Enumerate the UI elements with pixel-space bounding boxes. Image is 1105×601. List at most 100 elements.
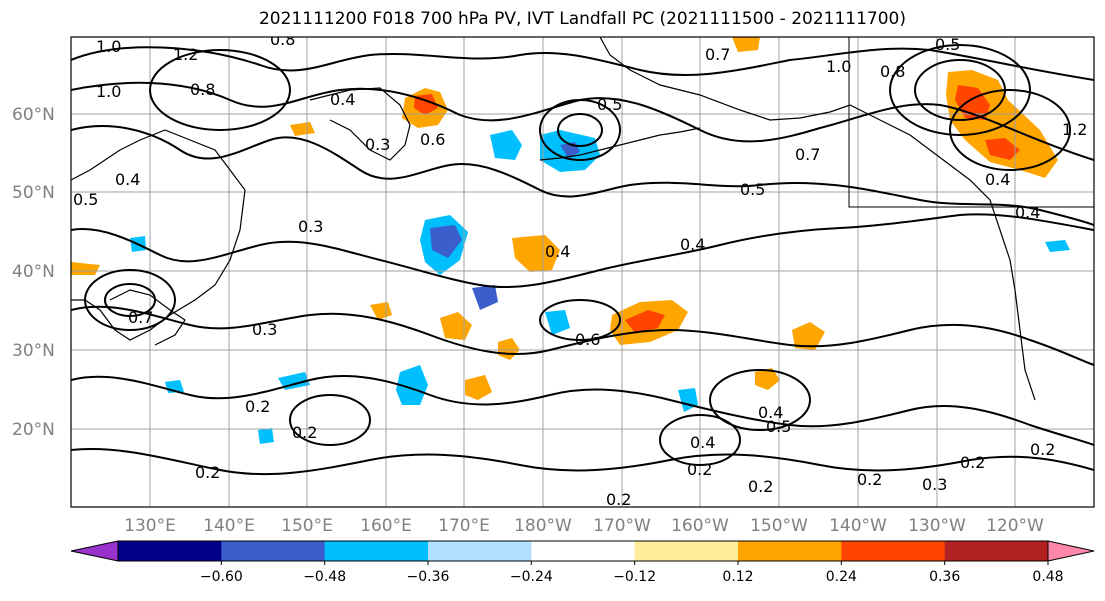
- colorbar-extend-low: [70, 540, 119, 562]
- lon-label: 120°W: [986, 516, 1044, 536]
- colorbar-tick-label: −0.12: [613, 569, 656, 585]
- lon-label: 130°W: [908, 516, 966, 536]
- colorbar-border: [117, 540, 1049, 562]
- shading-positive-bc-inner: [955, 85, 1020, 160]
- coastlines: [71, 37, 1036, 401]
- pc-shading: [71, 37, 1070, 444]
- shading-positive-patch-3: [792, 322, 825, 350]
- contour-label: 0.3: [298, 217, 323, 236]
- lon-label: 160°E: [360, 516, 412, 536]
- contour-label: 0.7: [128, 308, 153, 327]
- colorbar-segment: [428, 541, 532, 561]
- contour-label: 1.0: [96, 37, 121, 56]
- figure-title: 2021111200 F018 700 hPa PV, IVT Landfall…: [258, 9, 906, 29]
- contour-label: 0.4: [985, 170, 1010, 189]
- lat-axis-labels: 60°N 50°N 40°N 30°N 20°N: [12, 105, 55, 440]
- inset-box: [848, 37, 1094, 208]
- contour-label: 0.4: [115, 170, 140, 189]
- shading-negative-170e-core: [430, 225, 462, 258]
- contour-label: 1.0: [826, 57, 851, 76]
- map-panel: 1.0 1.2 0.8 1.0 0.8 0.4 0.3 0.6 0.5 1.0 …: [71, 30, 1094, 509]
- shading-negative-patch-7: [1045, 240, 1070, 252]
- pv-contours: [71, 44, 1094, 476]
- coast-japan: [109, 289, 186, 346]
- lat-label-30n: 30°N: [12, 341, 55, 361]
- colorbar-tick-label: −0.36: [407, 569, 450, 585]
- contour-label: 0.7: [795, 145, 820, 164]
- lon-label: 180°W: [514, 516, 572, 536]
- contour-label: 0.4: [545, 242, 570, 261]
- colorbar: −0.60 −0.48 −0.36 −0.24 −0.12 0.12 0.24 0.36 0.4…: [70, 540, 1095, 585]
- contour-label: 0.2: [292, 423, 317, 442]
- lon-label: 170°E: [438, 516, 490, 536]
- contour-label: 1.2: [173, 45, 198, 64]
- shading-positive-patch-5: [465, 375, 492, 400]
- shading-positive-patch-4: [755, 368, 780, 390]
- lon-axis-labels: 130°E 140°E 150°E 160°E 170°E 180°W 170°…: [124, 516, 1044, 536]
- lon-label: 160°W: [671, 516, 729, 536]
- shading-positive-165w-core: [625, 310, 665, 333]
- contour-label: 0.3: [252, 320, 277, 339]
- contour-label: 0.2: [606, 490, 631, 509]
- lon-label: 140°E: [203, 516, 255, 536]
- contour-label: 0.2: [245, 397, 270, 416]
- colorbar-segment: [324, 541, 429, 561]
- colorbar-tick-label: 0.36: [929, 569, 960, 585]
- shading-positive-patch-7: [732, 37, 760, 52]
- contour-label: 0.4: [1015, 203, 1040, 222]
- contour-label: 0.2: [748, 477, 773, 496]
- contour-label: 0.3: [365, 135, 390, 154]
- colorbar-segment: [118, 541, 222, 561]
- colorbar-tick-label: −0.24: [510, 569, 553, 585]
- contour-label: 0.5: [766, 417, 791, 436]
- contour-label: 0.2: [687, 460, 712, 479]
- contour-label: 0.8: [270, 30, 295, 49]
- contour-label: 1.2: [1062, 120, 1087, 139]
- colorbar-segment: [944, 541, 1049, 561]
- shading-positive-patch-1: [440, 312, 472, 340]
- lon-label: 170°W: [593, 516, 651, 536]
- colorbar-tick-label: −0.48: [303, 569, 346, 585]
- lat-label-20n: 20°N: [12, 420, 55, 440]
- contour-label: 0.5: [597, 95, 622, 114]
- contour-label: 0.2: [1030, 440, 1055, 459]
- colorbar-segment: [738, 541, 842, 561]
- lon-label: 150°W: [750, 516, 808, 536]
- contour-label: 0.2: [857, 470, 882, 489]
- contour-label: 0.7: [705, 45, 730, 64]
- colorbar-tick-label: 0.12: [722, 569, 753, 585]
- lon-label: 140°W: [829, 516, 887, 536]
- colorbar-segment: [221, 541, 326, 561]
- contour-label: 0.6: [575, 330, 600, 349]
- contour-label: 0.5: [935, 35, 960, 54]
- contour-label: 0.2: [960, 453, 985, 472]
- shading-negative-patch-1: [396, 365, 428, 405]
- coast-alaska: [599, 37, 1036, 401]
- contour-label: 0.4: [330, 90, 355, 109]
- coast-aleutians: [539, 127, 701, 161]
- shading-negative-patch-4: [678, 388, 698, 412]
- contour-labels: 1.0 1.2 0.8 1.0 0.8 0.4 0.3 0.6 0.5 1.0 …: [73, 30, 1087, 509]
- contour-label: 0.8: [880, 62, 905, 81]
- lat-lon-grid: [71, 37, 1094, 507]
- colorbar-tick-label: −0.60: [200, 569, 243, 585]
- lon-label: 150°E: [281, 516, 333, 536]
- shading-negative-patch-6: [258, 428, 274, 444]
- contour-label: 0.4: [758, 403, 783, 422]
- lat-label-60n: 60°N: [12, 105, 55, 125]
- shading-negative-patch-2: [472, 285, 498, 310]
- contour-label: 0.8: [190, 80, 215, 99]
- shading-positive-patch-9: [71, 262, 100, 275]
- contour-label: 1.0: [96, 82, 121, 101]
- shading-negative-patch-3: [545, 310, 570, 335]
- lat-label-40n: 40°N: [12, 262, 55, 282]
- shading-positive-180: [512, 235, 560, 272]
- colorbar-segment: [841, 541, 946, 561]
- contour-label: 0.4: [690, 433, 715, 452]
- shading-positive-patch-8: [290, 122, 315, 136]
- contour-label: 0.5: [740, 180, 765, 199]
- colorbar-segment: [634, 541, 739, 561]
- map-border: [70, 36, 1095, 508]
- colorbar-extend-high: [1047, 540, 1095, 562]
